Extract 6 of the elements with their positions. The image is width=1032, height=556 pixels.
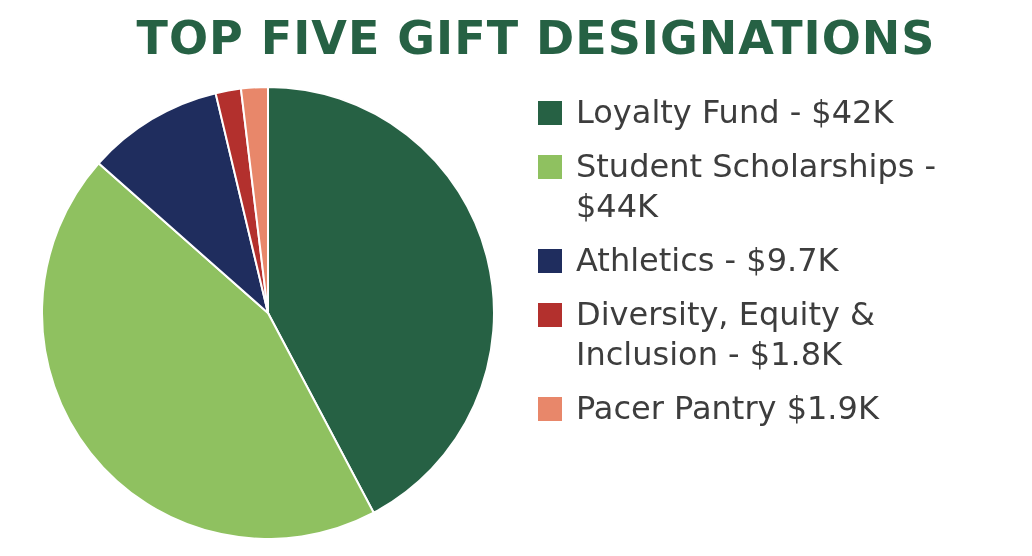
legend-label: Student Scholarships - $44K [576,146,938,226]
chart-title: TOP FIVE GIFT DESIGNATIONS [135,10,937,67]
legend-label: Pacer Pantry $1.9K [576,388,879,428]
legend-label: Diversity, Equity & Inclusion - $1.8K [576,294,876,374]
legend-label: Athletics - $9.7K [576,240,839,280]
legend-label: Loyalty Fund - $42K [576,92,894,132]
